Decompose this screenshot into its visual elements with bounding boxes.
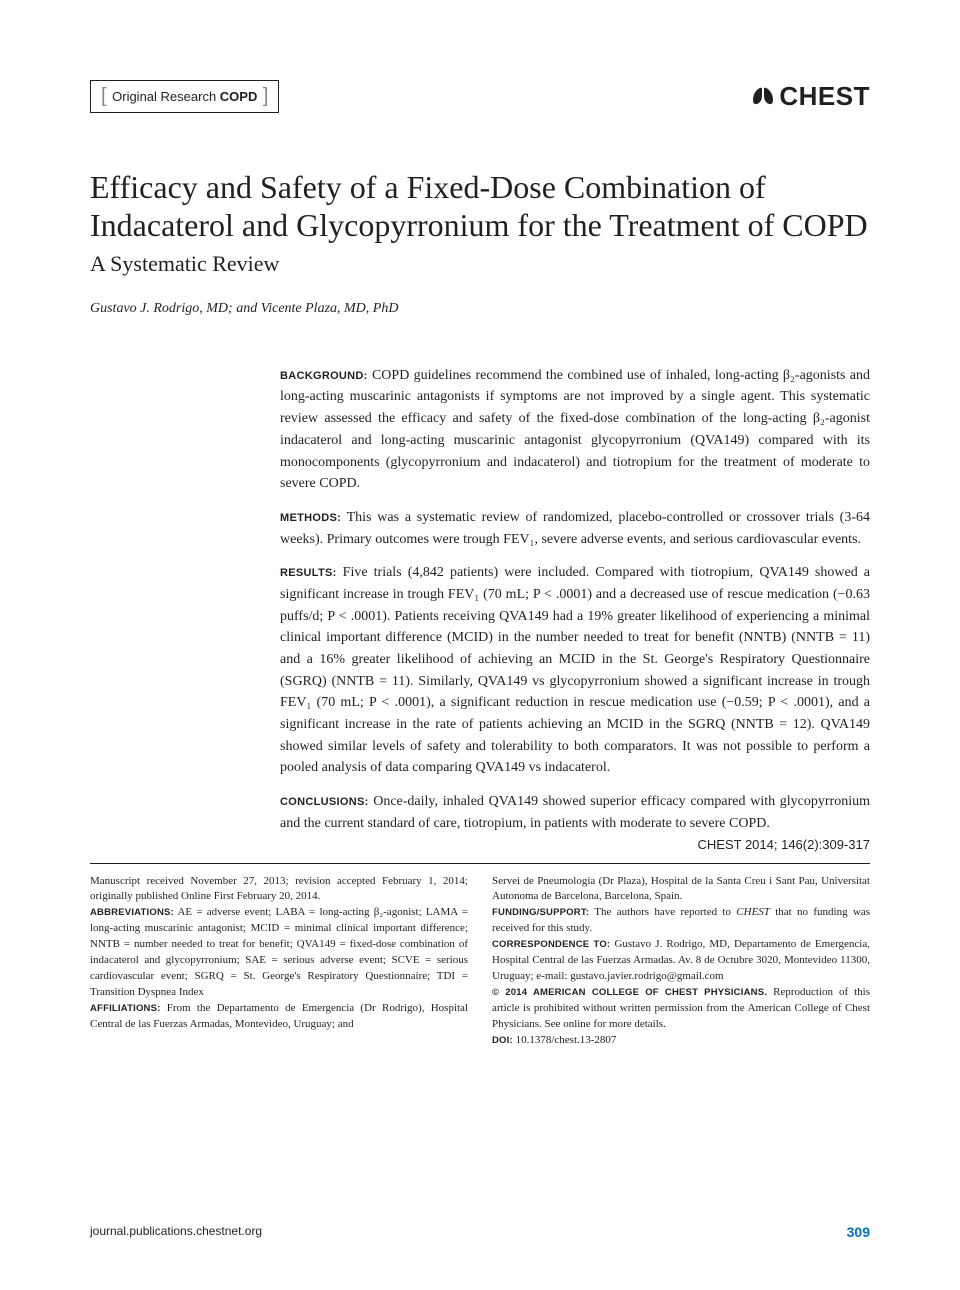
journal-logo: CHEST bbox=[751, 81, 870, 112]
footer-right-column: Servei de Pneumologia (Dr Plaza), Hospit… bbox=[492, 874, 870, 1049]
bracket-right: ] bbox=[257, 85, 268, 108]
abbreviations-block: ABBREVIATIONS: AE = adverse event; LABA … bbox=[90, 905, 468, 1001]
citation: CHEST 2014; 146(2):309-317 bbox=[698, 835, 870, 855]
abstract-conclusions: CONCLUSIONS: Once-daily, inhaled QVA149 … bbox=[280, 791, 870, 834]
abstract-methods: METHODS: This was a systematic review of… bbox=[280, 507, 870, 550]
manuscript-dates: Manuscript received November 27, 2013; r… bbox=[90, 874, 468, 906]
results-label: RESULTS: bbox=[280, 567, 337, 579]
conclusions-text: Once-daily, inhaled QVA149 showed superi… bbox=[280, 794, 870, 831]
background-label: BACKGROUND: bbox=[280, 370, 368, 382]
footer-block: Manuscript received November 27, 2013; r… bbox=[90, 874, 870, 1049]
article-subtitle: A Systematic Review bbox=[90, 251, 870, 277]
page-footer: journal.publications.chestnet.org 309 bbox=[90, 1224, 870, 1240]
funding-label: FUNDING/SUPPORT: bbox=[492, 907, 589, 918]
affil-continued: Servei de Pneumologia (Dr Plaza), Hospit… bbox=[492, 874, 870, 906]
methods-label: METHODS: bbox=[280, 512, 341, 524]
divider-line bbox=[90, 863, 870, 864]
corr-label: CORRESPONDENCE TO: bbox=[492, 939, 610, 950]
journal-url: journal.publications.chestnet.org bbox=[90, 1224, 262, 1240]
funding-block: FUNDING/SUPPORT: The authors have report… bbox=[492, 905, 870, 937]
bracket-left: [ bbox=[101, 85, 112, 108]
affiliations-block: AFFILIATIONS: From the Departamento de E… bbox=[90, 1001, 468, 1033]
methods-text: This was a systematic review of randomiz… bbox=[280, 510, 870, 547]
header-row: [ Original Research COPD ] CHEST bbox=[90, 80, 870, 113]
footer-left-column: Manuscript received November 27, 2013; r… bbox=[90, 874, 468, 1049]
abbrev-text: AE = adverse event; LABA = long-acting β… bbox=[90, 906, 468, 998]
copyright-label: © 2014 AMERICAN COLLEGE OF CHEST PHYSICI… bbox=[492, 987, 767, 998]
results-text: Five trials (4,842 patients) were includ… bbox=[280, 565, 870, 775]
doi-text: 10.1378/chest.13-2807 bbox=[516, 1034, 617, 1046]
category-tag: [ Original Research COPD ] bbox=[90, 80, 279, 113]
abstract-results: RESULTS: Five trials (4,842 patients) we… bbox=[280, 562, 870, 779]
affil-label: AFFILIATIONS: bbox=[90, 1003, 161, 1014]
article-title: Efficacy and Safety of a Fixed-Dose Comb… bbox=[90, 168, 870, 245]
chest-lungs-icon bbox=[751, 86, 775, 108]
abbrev-label: ABBREVIATIONS: bbox=[90, 907, 174, 918]
category-bold: COPD bbox=[220, 89, 258, 104]
correspondence-block: CORRESPONDENCE TO: Gustavo J. Rodrigo, M… bbox=[492, 937, 870, 985]
background-text: COPD guidelines recommend the combined u… bbox=[280, 368, 870, 491]
abstract-background: BACKGROUND: COPD guidelines recommend th… bbox=[280, 365, 870, 495]
conclusions-label: CONCLUSIONS: bbox=[280, 796, 369, 808]
page-number: 309 bbox=[847, 1224, 870, 1240]
article-authors: Gustavo J. Rodrigo, MD; and Vicente Plaz… bbox=[90, 301, 870, 317]
abstract-block: BACKGROUND: COPD guidelines recommend th… bbox=[280, 365, 870, 835]
copyright-block: © 2014 AMERICAN COLLEGE OF CHEST PHYSICI… bbox=[492, 985, 870, 1033]
category-prefix: Original Research bbox=[112, 89, 216, 104]
doi-label: DOI: bbox=[492, 1035, 513, 1046]
doi-block: DOI: 10.1378/chest.13-2807 bbox=[492, 1033, 870, 1049]
journal-name: CHEST bbox=[779, 81, 870, 112]
